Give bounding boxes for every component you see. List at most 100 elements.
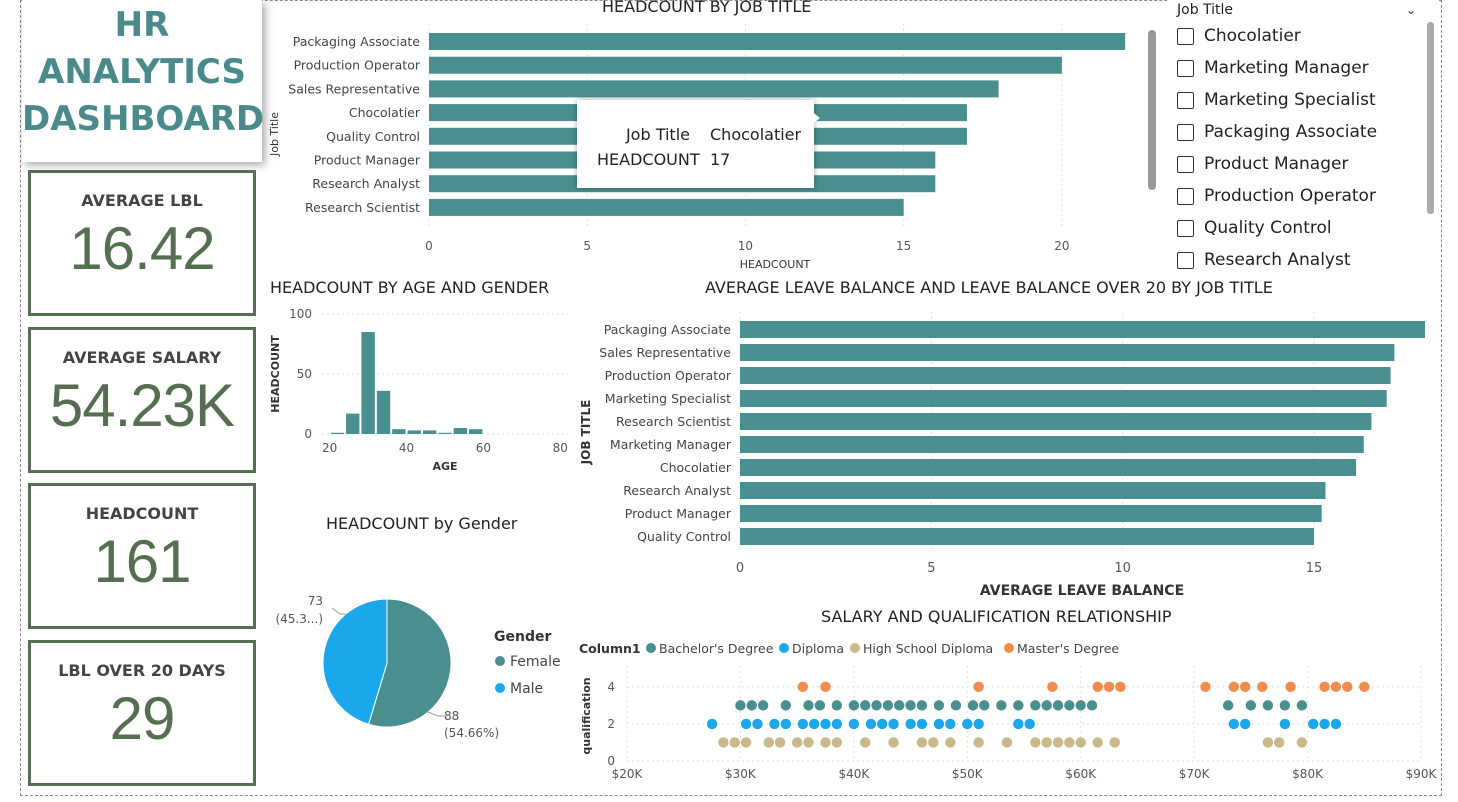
- tooltip-value: 17: [710, 150, 731, 169]
- title-line-1: HR: [114, 5, 170, 45]
- chart-tooltip: Job Title Chocolatier HEADCOUNT 17: [577, 100, 814, 188]
- scatter-point: [1030, 737, 1041, 748]
- bar: [361, 332, 375, 434]
- chart-scrollbar[interactable]: [1148, 30, 1156, 190]
- scatter-point: [1257, 681, 1268, 693]
- x-tick-label: $30K: [725, 767, 757, 781]
- scatter-point: [1001, 737, 1013, 748]
- scatter-point: [808, 718, 820, 730]
- category-label: Chocolatier: [660, 460, 732, 475]
- slicer-item-marketing-specialist[interactable]: Marketing Specialist: [1177, 84, 1438, 116]
- leader-line: [427, 711, 445, 717]
- bar: [740, 390, 1387, 407]
- scatter-point: [1030, 700, 1041, 711]
- category-label: Sales Representative: [599, 345, 731, 360]
- scatter-point: [1296, 737, 1308, 748]
- y-axis-title: HEADCOUNT: [269, 335, 282, 413]
- checkbox[interactable]: [1177, 27, 1194, 45]
- scatter-point: [814, 700, 826, 711]
- bar: [740, 482, 1326, 499]
- slicer-item-label: Chocolatier: [1204, 26, 1301, 46]
- scatter-point: [1239, 681, 1251, 693]
- scatter-point: [1013, 718, 1024, 730]
- legend-swatch: [495, 656, 505, 666]
- scatter-point: [1262, 737, 1274, 748]
- scatter-point: [848, 700, 860, 711]
- legend-swatch: [1004, 643, 1014, 653]
- slicer-item-label: Packaging Associate: [1204, 122, 1378, 142]
- scatter-point: [1013, 700, 1024, 711]
- scatter-point: [1319, 718, 1330, 730]
- checkbox[interactable]: [1177, 251, 1194, 269]
- bar: [740, 436, 1364, 453]
- slicer-item-product-manager[interactable]: Product Manager: [1177, 148, 1438, 180]
- scatter-point: [1342, 681, 1353, 693]
- scatter-point: [950, 700, 962, 711]
- y-tick-label: 0: [304, 427, 312, 441]
- slicer-item-chocolatier[interactable]: Chocolatier: [1177, 20, 1438, 52]
- legend-swatch: [850, 643, 860, 653]
- scatter-point: [905, 718, 916, 730]
- slicer-item-quality-control[interactable]: Quality Control: [1177, 212, 1438, 244]
- x-tick-label: 40: [399, 441, 414, 455]
- legend-label: Master's Degree: [1017, 641, 1119, 656]
- scatter-point: [1075, 700, 1086, 711]
- scatter-point: [1279, 718, 1291, 730]
- checkbox[interactable]: [1177, 155, 1194, 173]
- scatter-point: [757, 700, 769, 711]
- kpi-headcount: HEADCOUNT 161: [28, 483, 256, 629]
- scatter-point: [780, 700, 791, 711]
- legend-label: High School Diploma: [863, 641, 993, 656]
- scatter-point: [865, 718, 877, 730]
- scatter-point: [740, 718, 752, 730]
- x-tick-label: 10: [738, 239, 753, 253]
- checkbox[interactable]: [1177, 187, 1194, 205]
- legend-title: Column1: [579, 641, 641, 656]
- bar: [740, 367, 1391, 384]
- kpi-value: 16.42: [69, 215, 215, 282]
- slicer-item-marketing-manager[interactable]: Marketing Manager: [1177, 52, 1438, 84]
- slicer-item-production-operator[interactable]: Production Operator: [1177, 180, 1438, 212]
- scatter-point: [831, 700, 843, 711]
- bar: [330, 432, 345, 434]
- x-tick-label: 60: [476, 441, 491, 455]
- gender-pie-chart[interactable]: 88 (54.66%) 73 (45.3...) Gender Female Male: [270, 580, 570, 750]
- chart-title: HEADCOUNT by Gender: [326, 514, 518, 533]
- checkbox[interactable]: [1177, 123, 1194, 141]
- scatter-point: [820, 718, 831, 730]
- slicer-scrollbar[interactable]: [1427, 22, 1434, 214]
- scatter-point: [962, 718, 973, 730]
- scatter-point: [797, 718, 809, 730]
- chevron-down-icon[interactable]: ⌄: [1405, 3, 1416, 17]
- kpi-value: 54.23K: [49, 372, 235, 439]
- scatter-point: [933, 700, 945, 711]
- scatter-point: [894, 700, 905, 711]
- checkbox[interactable]: [1177, 219, 1194, 237]
- category-label: Product Manager: [314, 153, 421, 168]
- y-axis-title: Job Title: [268, 112, 281, 157]
- scatter-point: [1086, 700, 1098, 711]
- scatter-point: [1330, 718, 1342, 730]
- scatter-point: [780, 718, 791, 730]
- checkbox[interactable]: [1177, 91, 1194, 109]
- salary-qualification-chart[interactable]: Column1 Bachelor's Degree Diploma High Scho…: [576, 634, 1442, 784]
- scatter-point: [1047, 681, 1058, 693]
- slicer-item-packaging-associate[interactable]: Packaging Associate: [1177, 116, 1438, 148]
- leave-balance-chart[interactable]: 0 5 10 15 Packaging Associate Sales Represent…: [576, 306, 1436, 602]
- scatter-point: [706, 718, 718, 730]
- bar: [469, 429, 483, 434]
- checkbox[interactable]: [1177, 59, 1194, 77]
- scatter-point: [877, 718, 888, 730]
- slicer-item-research-analyst[interactable]: Research Analyst: [1177, 244, 1438, 270]
- kpi-label: LBL OVER 20 DAYS: [58, 661, 226, 680]
- category-label: Quality Control: [326, 129, 420, 144]
- scatter-point: [746, 700, 757, 711]
- scatter-point: [1075, 737, 1086, 748]
- category-label: Packaging Associate: [604, 322, 732, 337]
- age-gender-chart[interactable]: 0 50 100 20 40 60 80 AGE HEADCOUNT: [264, 302, 574, 482]
- bar: [429, 198, 904, 216]
- kpi-average-salary: AVERAGE SALARY 54.23K: [28, 327, 256, 473]
- chart-title: HEADCOUNT BY JOB TITLE: [602, 0, 812, 16]
- x-tick-label: 0: [425, 239, 433, 253]
- scatter-point: [1024, 718, 1035, 730]
